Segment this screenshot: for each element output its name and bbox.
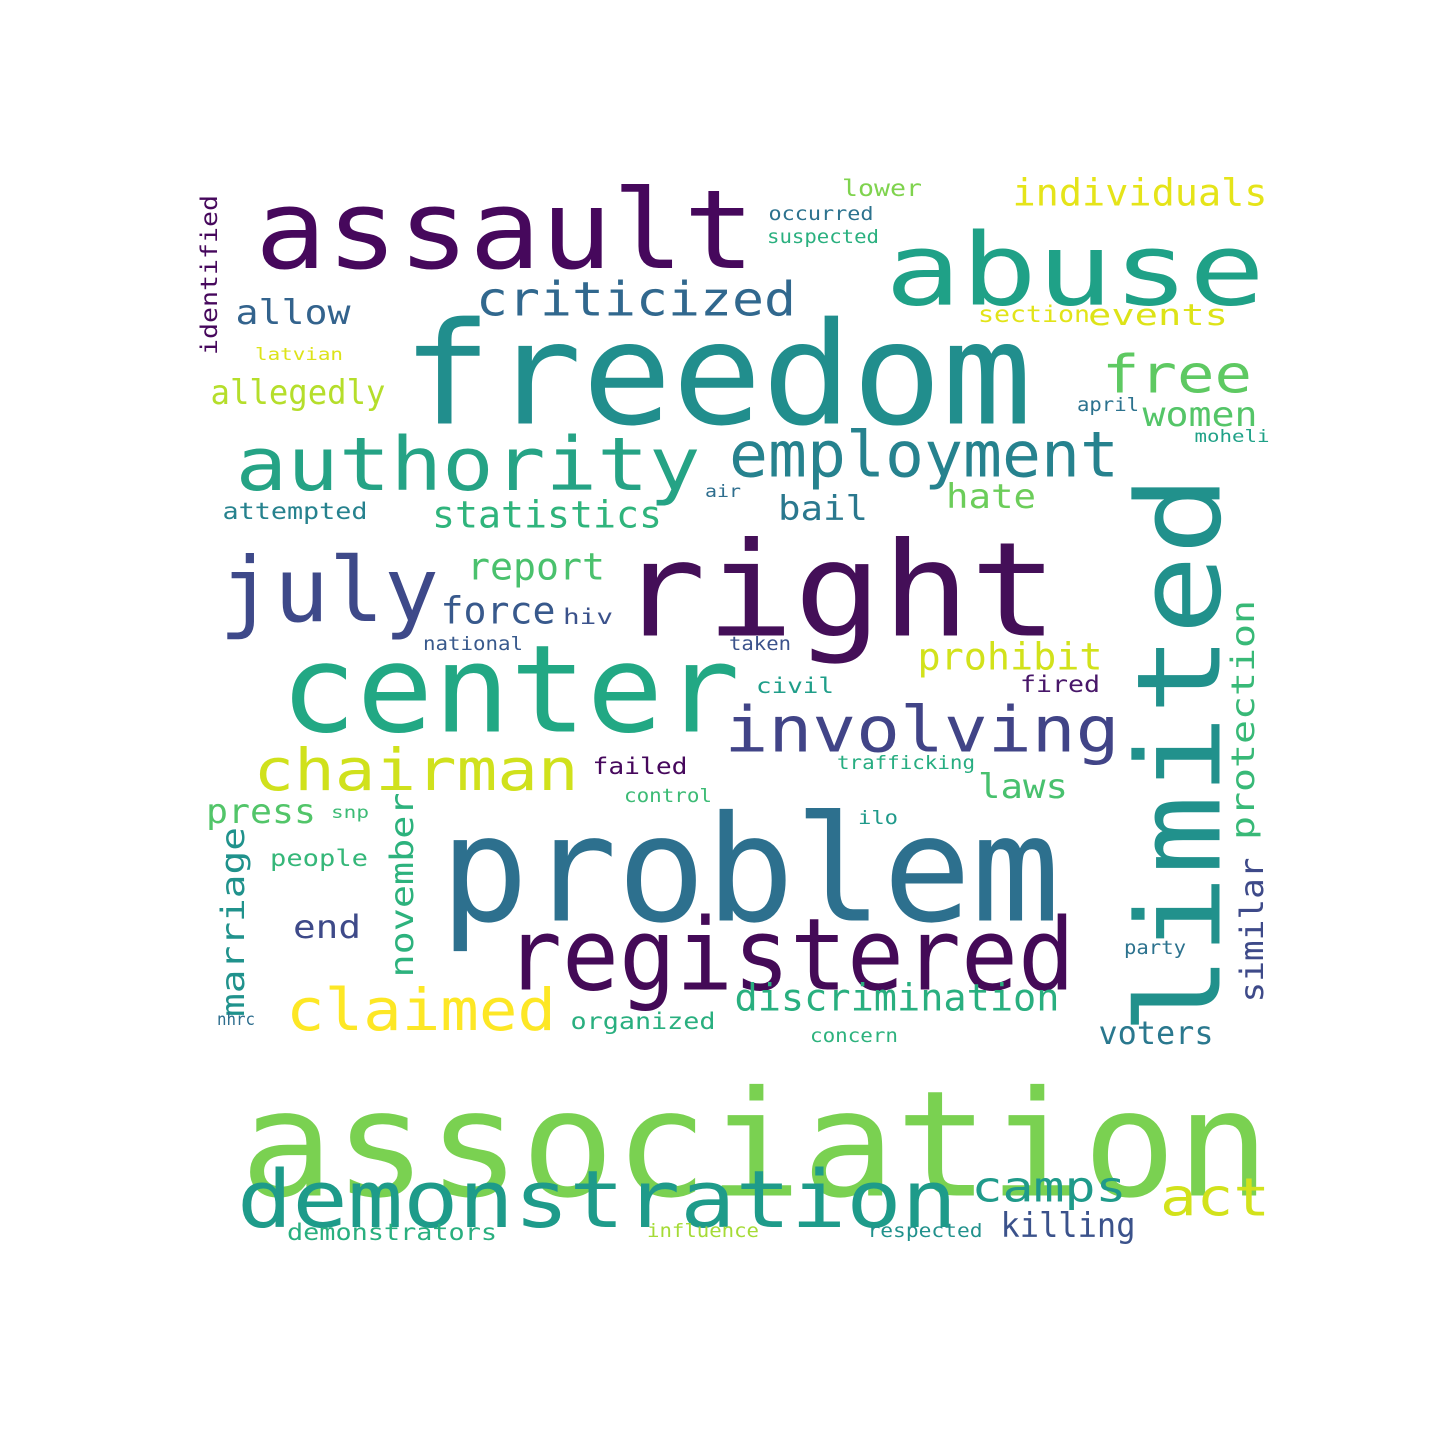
word-bail: bail — [778, 489, 868, 529]
word-statistics: statistics — [432, 494, 662, 537]
word-allow: allow — [236, 293, 352, 333]
word-free: free — [1102, 345, 1252, 406]
word-november: november — [383, 793, 421, 978]
word-identified: identified — [197, 195, 223, 355]
word-suspected: suspected — [767, 226, 879, 248]
word-registered: registered — [505, 897, 1075, 1014]
word-party: party — [1124, 937, 1186, 959]
word-end: end — [293, 908, 361, 946]
word-press: press — [206, 792, 316, 832]
word-hiv: hiv — [563, 605, 613, 629]
word-hate: hate — [946, 477, 1036, 517]
word-protection: protection — [1224, 600, 1262, 840]
word-laws: laws — [978, 767, 1068, 807]
word-ilo: ilo — [858, 807, 898, 829]
word-layer: association freedom problem right limited cen… — [197, 166, 1271, 1246]
word-association: association — [240, 1060, 1270, 1231]
word-killing: killing — [1001, 1206, 1136, 1246]
word-claimed: claimed — [286, 976, 556, 1044]
word-right: right — [618, 514, 1058, 667]
word-center: center — [280, 620, 740, 761]
word-july: july — [219, 538, 439, 642]
word-nhrc: nhrc — [217, 1010, 255, 1030]
word-authority: authority — [236, 422, 701, 508]
word-limited: limited — [1113, 475, 1248, 1035]
word-employment: employment — [729, 419, 1119, 492]
word-people: people — [270, 846, 368, 872]
word-voters: voters — [1099, 1014, 1214, 1052]
word-criticized: criticized — [476, 273, 796, 328]
word-snp: snp — [331, 803, 369, 823]
word-allegedly: allegedly — [211, 373, 386, 413]
word-trafficking: trafficking — [837, 752, 975, 774]
word-occurred: occurred — [769, 203, 874, 225]
word-latvian: latvian — [255, 345, 343, 365]
word-moheli: moheli — [1195, 427, 1270, 447]
word-concern: concern — [810, 1025, 898, 1047]
word-report: report — [467, 546, 605, 589]
word-organized: organized — [571, 1009, 716, 1035]
word-camps: camps — [972, 1163, 1127, 1212]
word-individuals: individuals — [1013, 172, 1268, 215]
word-civil: civil — [756, 674, 834, 698]
word-april: april — [1077, 394, 1139, 416]
word-national: national — [423, 633, 523, 655]
word-failed: failed — [593, 754, 688, 780]
word-fired: fired — [1020, 672, 1100, 698]
word-section: section — [978, 302, 1090, 328]
word-air: air — [705, 482, 741, 502]
word-assault: assault — [255, 166, 755, 294]
word-women: women — [1143, 395, 1258, 435]
word-force: force — [441, 590, 556, 633]
word-taken: taken — [729, 633, 791, 655]
word-marriage: marriage — [214, 827, 252, 1017]
word-demonstrators: demonstrators — [287, 1220, 497, 1246]
word-attempted: attempted — [223, 499, 368, 525]
word-control: control — [624, 785, 712, 807]
word-demonstration: demonstration — [237, 1154, 957, 1246]
word-lower: lower — [842, 176, 922, 202]
word-events: events — [1088, 298, 1228, 332]
word-problem: problem — [440, 785, 1060, 956]
word-influence: influence — [647, 1220, 759, 1242]
word-freedom: freedom — [402, 293, 1032, 458]
word-abuse: abuse — [885, 212, 1265, 329]
word-discrimination: discrimination — [735, 977, 1060, 1020]
word-respected: respected — [868, 1220, 983, 1242]
word-act: act — [1160, 1168, 1270, 1229]
word-involving: involving — [725, 694, 1120, 767]
word-prohibit: prohibit — [918, 636, 1103, 679]
word-similar: similar — [1233, 858, 1271, 1003]
word-chairman: chairman — [254, 736, 579, 804]
